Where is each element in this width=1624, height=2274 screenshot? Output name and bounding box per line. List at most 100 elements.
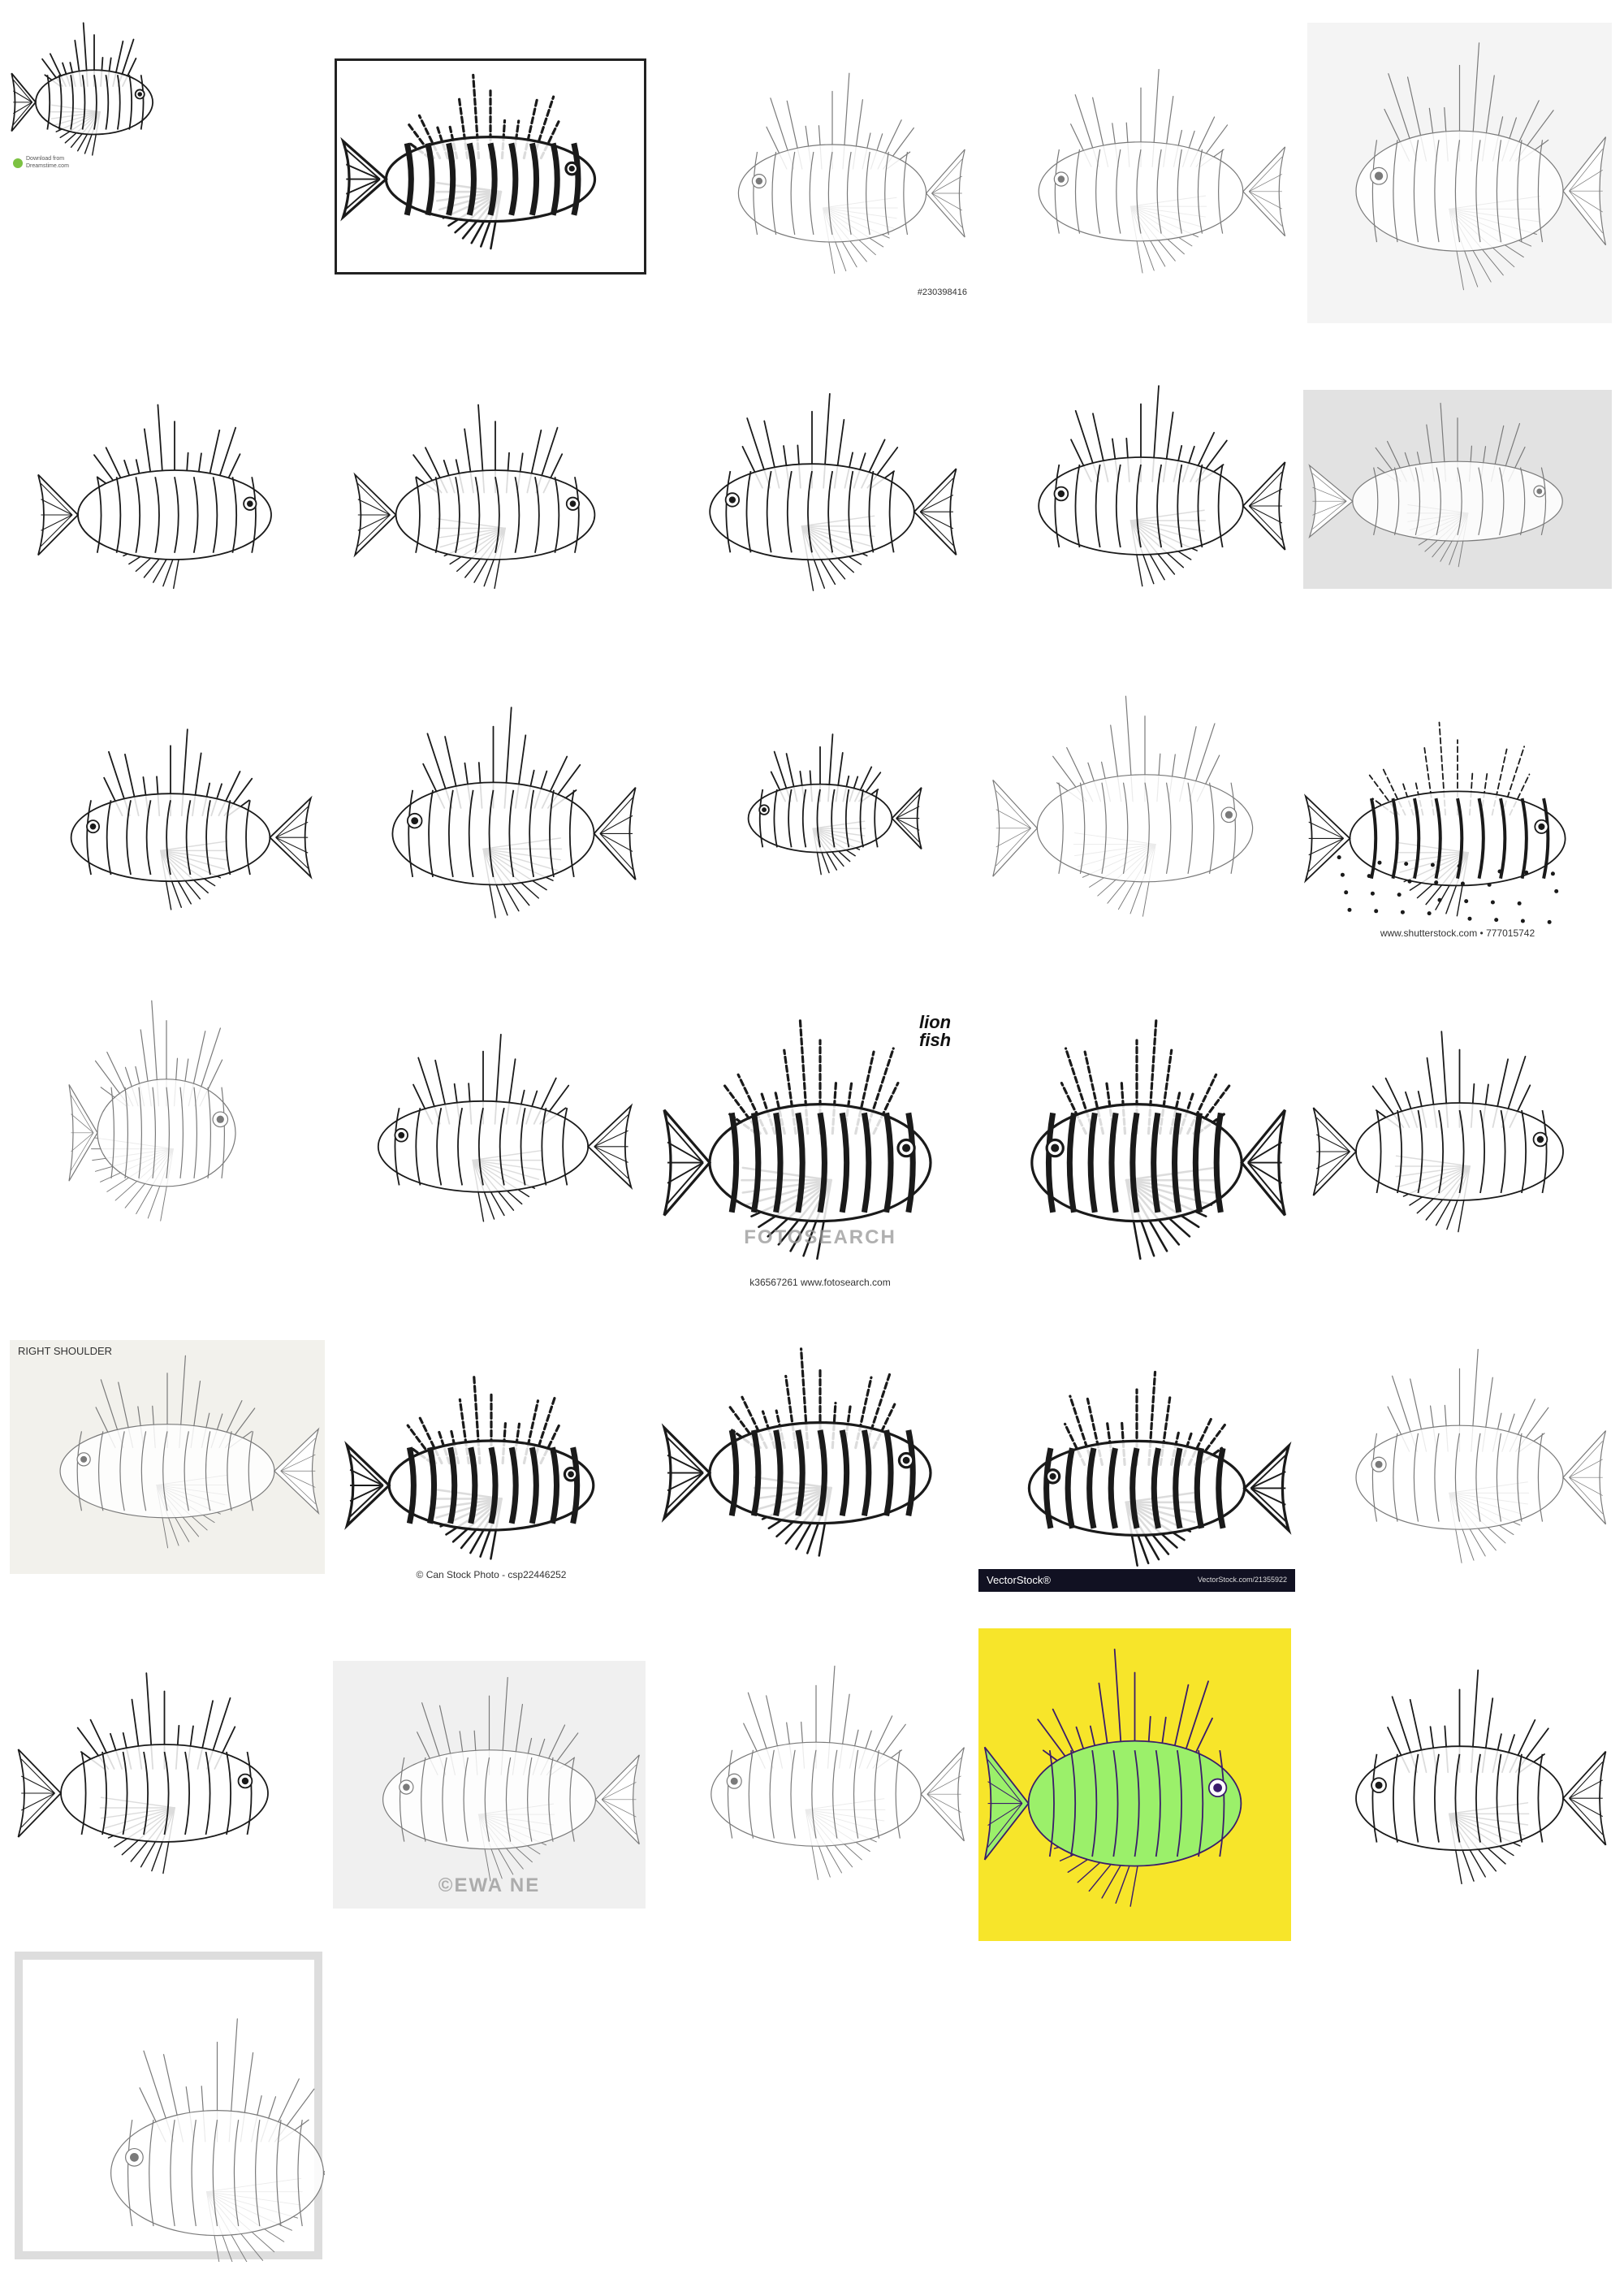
lionfish-drawing xyxy=(747,733,922,875)
grid-tile-r6c1[interactable] xyxy=(12,1657,317,1900)
grid-tile-r4c3[interactable]: FOTOSEARCH lion fish k36567261 www.fotosea… xyxy=(658,999,983,1291)
title-lettering: lion fish xyxy=(919,1012,952,1050)
tile-artwork xyxy=(992,695,1254,917)
source-credit-line: Dreamstime.com xyxy=(26,163,69,169)
grid-tile-r4c4[interactable] xyxy=(983,999,1291,1291)
lionfish-drawing xyxy=(353,404,596,590)
grid-tile-r2c2[interactable] xyxy=(349,390,641,613)
tile-artwork xyxy=(1303,721,1566,924)
tile-artwork xyxy=(1308,402,1563,568)
watermark-text: FOTOSEARCH xyxy=(744,1226,896,1248)
tile-artwork xyxy=(737,72,965,275)
grid-tile-r6c4[interactable] xyxy=(978,1628,1291,1941)
grid-tile-r6c5[interactable] xyxy=(1307,1653,1612,1913)
grid-tile-r3c5[interactable]: www.shutterstock.com • 777015742 xyxy=(1299,707,1616,942)
tile-artwork xyxy=(1355,1348,1607,1563)
watermark-text: ©EWA NE xyxy=(438,1874,541,1896)
grid-tile-r2c3[interactable] xyxy=(662,378,962,617)
tile-artwork xyxy=(353,404,596,590)
grid-tile-r3c4[interactable] xyxy=(987,678,1303,946)
tile-artwork xyxy=(663,1017,932,1260)
grid-tile-r1c1[interactable]: Download from Dreamstime.com xyxy=(8,12,180,173)
footer-url: VectorStock.com/21355922 xyxy=(1197,1576,1287,1584)
source-credit: Download from Dreamstime.com xyxy=(26,155,69,170)
lionfish-drawing xyxy=(1038,68,1286,274)
grid-tile-r4c1[interactable] xyxy=(65,983,268,1251)
grid-tile-r5c5[interactable] xyxy=(1307,1332,1612,1592)
grid-tile-r2c5[interactable] xyxy=(1303,390,1612,589)
footer-brand: VectorStock® xyxy=(987,1574,1051,1586)
grid-tile-r6c2[interactable]: ©EWA NE xyxy=(333,1661,646,1909)
lionfish-drawing xyxy=(344,1373,595,1560)
lionfish-drawing xyxy=(382,1676,640,1882)
tile-artwork xyxy=(1027,1370,1292,1567)
tile-artwork xyxy=(70,728,313,910)
tile-artwork xyxy=(15,1952,322,2259)
grid-tile-r3c1[interactable] xyxy=(24,715,317,934)
grid-tile-r2c4[interactable] xyxy=(991,370,1291,613)
lionfish-drawing xyxy=(1030,1017,1286,1260)
tile-artwork xyxy=(983,1648,1242,1907)
lionfish-drawing xyxy=(1038,385,1286,587)
tile-artwork xyxy=(710,1665,965,1880)
lionfish-drawing xyxy=(37,404,272,590)
grid-tile-r1c5[interactable] xyxy=(1307,23,1612,323)
lionfish-drawing xyxy=(391,707,637,919)
tile-artwork xyxy=(344,1373,595,1560)
tile-artwork xyxy=(1355,42,1607,291)
tile-artwork xyxy=(11,22,153,156)
tile-caption: k36567261 www.fotosearch.com xyxy=(749,1277,891,1288)
tile-artwork xyxy=(377,1033,633,1222)
lionfish-drawing xyxy=(70,728,313,910)
grid-tile-r6c3[interactable] xyxy=(662,1649,970,1909)
source-credit-line: Download from xyxy=(26,156,65,162)
lionfish-drawing xyxy=(661,1347,932,1557)
lionfish-drawing xyxy=(1355,1348,1607,1563)
grid-tile-r5c1[interactable]: RIGHT SHOULDER xyxy=(10,1340,325,1574)
lionfish-drawing xyxy=(1312,1031,1564,1233)
tile-artwork xyxy=(1038,68,1286,274)
tile-artwork xyxy=(391,707,637,919)
tile-artwork xyxy=(1312,1031,1564,1233)
grid-tile-r5c3[interactable] xyxy=(658,1332,983,1584)
grid-tile-r1c3[interactable]: #230398416 xyxy=(694,57,970,300)
grid-tile-r3c3[interactable] xyxy=(715,723,926,893)
title-lettering: RIGHT SHOULDER xyxy=(18,1345,113,1357)
tile-artwork xyxy=(382,1676,640,1882)
grid-tile-r1c2[interactable] xyxy=(335,58,646,275)
tile-artwork xyxy=(68,1000,236,1221)
tile-artwork xyxy=(1030,1017,1286,1260)
lionfish-drawing xyxy=(340,73,597,250)
tile-artwork xyxy=(661,1347,932,1557)
grid-tile-r5c4[interactable]: VectorStock® VectorStock.com/21355922 xyxy=(978,1356,1295,1592)
grid-tile-r4c5[interactable] xyxy=(1307,1015,1612,1259)
lionfish-drawing xyxy=(709,392,957,591)
tile-artwork xyxy=(37,404,272,590)
lionfish-drawing xyxy=(663,1017,932,1260)
lionfish-drawing xyxy=(68,1000,236,1221)
tile-artwork xyxy=(709,392,957,591)
dreamstime-logo-icon xyxy=(13,158,23,168)
grid-tile-r7c1[interactable] xyxy=(12,1949,325,2262)
lionfish-drawing xyxy=(1355,42,1607,291)
grid-tile-r5c2[interactable]: © Can Stock Photo - csp22446252 xyxy=(341,1360,641,1584)
tile-caption: www.shutterstock.com • 777015742 xyxy=(1380,927,1535,939)
lionfish-drawing xyxy=(737,72,965,275)
grid-tile-r1c4[interactable] xyxy=(991,53,1291,300)
lionfish-drawing xyxy=(11,22,153,156)
grid-tile-r2c1[interactable] xyxy=(32,390,317,613)
lionfish-drawing xyxy=(1303,721,1566,924)
tile-artwork xyxy=(1355,1669,1607,1885)
tile-artwork xyxy=(747,733,922,875)
lionfish-drawing xyxy=(983,1648,1242,1907)
lionfish-drawing xyxy=(992,695,1254,917)
tile-artwork xyxy=(59,1355,320,1549)
lionfish-drawing xyxy=(1027,1370,1292,1567)
lionfish-drawing xyxy=(17,1672,269,1874)
grid-tile-r4c2[interactable] xyxy=(329,1019,637,1247)
tile-artwork xyxy=(340,73,597,250)
tile-artwork xyxy=(17,1672,269,1874)
tile-caption: © Can Stock Photo - csp22446252 xyxy=(416,1569,567,1580)
grid-tile-r3c2[interactable] xyxy=(345,690,641,946)
lionfish-drawing xyxy=(1308,402,1563,568)
